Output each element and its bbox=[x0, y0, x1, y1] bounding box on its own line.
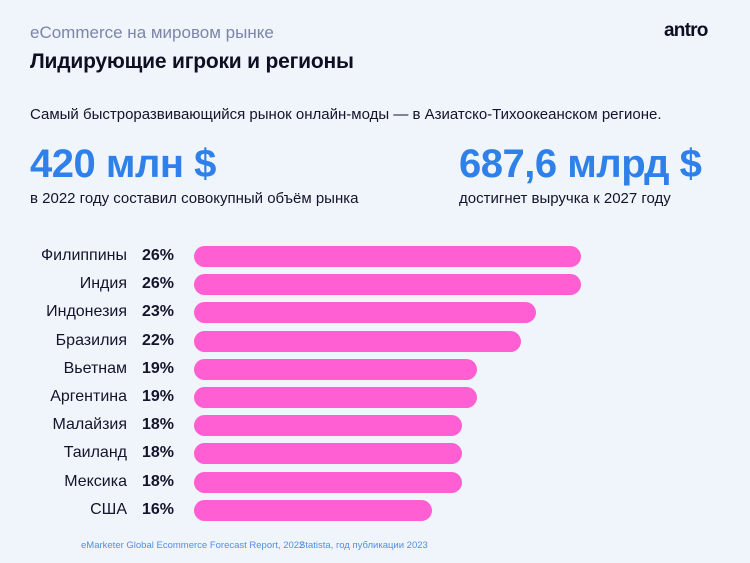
chart-row: Вьетнам 19% bbox=[0, 358, 750, 381]
row-value: 22% bbox=[142, 331, 175, 349]
chart-row: Мексика 18% bbox=[0, 471, 750, 494]
bar bbox=[194, 387, 477, 408]
row-value: 18% bbox=[142, 472, 175, 490]
stat-caption: в 2022 году составил совокупный объём ры… bbox=[30, 190, 359, 207]
bar bbox=[194, 499, 433, 521]
row-label: Филиппины bbox=[41, 247, 127, 264]
bar bbox=[194, 471, 462, 493]
chart-row: Индия 26% bbox=[0, 274, 750, 296]
row-label: Таиланд bbox=[63, 444, 127, 462]
antro-logo: antro bbox=[664, 20, 708, 41]
row-label: Вьетнам bbox=[63, 359, 127, 377]
chart-row: Индонезия 23% bbox=[0, 302, 750, 324]
row-value: 18% bbox=[142, 444, 175, 462]
row-value: 23% bbox=[142, 303, 175, 321]
row-label: Малайзия bbox=[52, 416, 127, 434]
chart-row: Филиппины 26% bbox=[0, 246, 750, 268]
row-label: США bbox=[90, 500, 127, 518]
row-value: 26% bbox=[142, 275, 175, 293]
page-title: Лидирующие игроки и регионы bbox=[30, 50, 354, 73]
source-statista: Statista, год публикации 2023 bbox=[299, 540, 428, 551]
row-label: Мексика bbox=[64, 472, 127, 490]
source-emarketer: eMarketer Global Ecommerce Forecast Repo… bbox=[81, 540, 305, 551]
row-value: 18% bbox=[142, 416, 175, 434]
chart-row: Таиланд 18% bbox=[0, 443, 750, 465]
chart-row: Аргентина 19% bbox=[0, 387, 750, 409]
row-value: 26% bbox=[142, 247, 175, 264]
stat-caption: достигнет выручка к 2027 году bbox=[459, 190, 671, 207]
row-label: Индонезия bbox=[46, 303, 127, 321]
stat-revenue-forecast: 687,6 млрд $ достигнет выручка к 2027 го… bbox=[459, 142, 702, 207]
row-label: Индия bbox=[79, 275, 127, 293]
row-label: Бразилия bbox=[55, 331, 127, 349]
bar bbox=[194, 443, 462, 465]
kicker: eCommerce на мировом рынке bbox=[30, 23, 274, 42]
bar bbox=[194, 358, 477, 380]
stat-value: 687,6 млрд $ bbox=[459, 142, 702, 186]
bar bbox=[194, 330, 522, 352]
bar bbox=[194, 274, 581, 296]
chart-row: США 16% bbox=[0, 499, 750, 522]
lead-text: Самый быстроразвивающийся рынок онлайн-м… bbox=[30, 106, 662, 123]
row-value: 19% bbox=[142, 388, 175, 405]
bar bbox=[194, 246, 581, 267]
chart-row: Бразилия 22% bbox=[0, 330, 750, 353]
stat-market-volume: 420 млн $ в 2022 году составил совокупны… bbox=[30, 142, 358, 207]
stat-value: 420 млн $ bbox=[30, 142, 216, 186]
row-value: 16% bbox=[142, 500, 175, 518]
chart-row: Малайзия 18% bbox=[0, 415, 750, 437]
bar bbox=[194, 302, 537, 324]
bar bbox=[194, 415, 462, 437]
row-label: Аргентина bbox=[50, 388, 127, 405]
row-value: 19% bbox=[142, 359, 175, 377]
